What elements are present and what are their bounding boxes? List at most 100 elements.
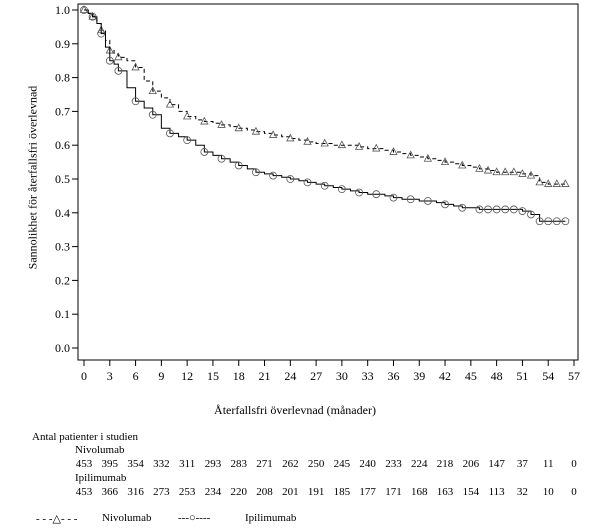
censor-marker-ipilimumab [200, 148, 209, 156]
censor-marker-ipilimumab [423, 197, 432, 205]
censor-marker-ipilimumab [561, 217, 570, 226]
x-tick-label-21: 21 [259, 369, 271, 383]
risk-cell: 224 [411, 458, 428, 470]
censor-marker-nivolumab [251, 126, 261, 135]
y-axis-label: Sannolikhet för återfallsfri överlevnad [25, 85, 40, 270]
censor-marker-nivolumab [475, 164, 484, 172]
risk-cell: 163 [436, 486, 454, 498]
censor-marker-nivolumab [337, 140, 347, 149]
censor-marker-ipilimumab [355, 188, 363, 197]
censor-marker-nivolumab [509, 167, 518, 176]
censor-marker-ipilimumab [88, 12, 97, 21]
censor-marker-nivolumab [217, 120, 226, 128]
risk-cell: 208 [256, 486, 273, 498]
risk-cell: 168 [411, 486, 428, 498]
legend-nivolumab-label: Nivolumab [102, 512, 152, 524]
x-tick-label-42: 42 [439, 369, 451, 383]
censor-marker-ipilimumab [475, 205, 484, 214]
censor-marker-ipilimumab [105, 56, 114, 65]
censor-marker-ipilimumab [518, 207, 527, 216]
y-tick-label-0.4: 0.4 [55, 206, 70, 220]
y-tick-label-0.1: 0.1 [55, 307, 70, 321]
risk-cell: 154 [462, 486, 480, 498]
risk-row-label-ipilimumab: Ipilimumab [75, 472, 127, 484]
risk-cell: 177 [359, 486, 376, 498]
censor-marker-ipilimumab [441, 200, 449, 209]
risk-cell: 0 [571, 486, 577, 498]
x-tick-label-18: 18 [233, 369, 245, 383]
risk-cell: 395 [101, 458, 119, 470]
risk-cell: 201 [282, 486, 299, 498]
censor-marker-ipilimumab [389, 193, 398, 202]
censor-marker-ipilimumab [97, 29, 106, 38]
censor-marker-ipilimumab [552, 217, 561, 226]
x-tick-label-12: 12 [181, 369, 193, 383]
censor-marker-ipilimumab [372, 190, 381, 199]
censor-marker-ipilimumab [492, 205, 501, 214]
censor-marker-nivolumab [535, 177, 544, 186]
risk-cell: 240 [359, 458, 376, 470]
censor-marker-nivolumab [79, 5, 89, 13]
risk-cell: 250 [307, 458, 325, 470]
x-tick-label-48: 48 [491, 369, 503, 383]
censor-marker-ipilimumab [80, 6, 88, 14]
censor-marker-nivolumab [182, 111, 192, 120]
x-tick-label-33: 33 [362, 369, 374, 383]
y-tick-label-1.0: 1.0 [55, 3, 70, 17]
censor-marker-ipilimumab [509, 205, 518, 214]
censor-marker-ipilimumab [217, 154, 226, 163]
y-tick-label-0.9: 0.9 [55, 37, 70, 51]
risk-table-title: Antal patienter i studien [32, 431, 138, 443]
censor-marker-nivolumab [286, 133, 295, 142]
censor-marker-ipilimumab [484, 205, 492, 214]
x-tick-label-54: 54 [542, 369, 554, 383]
risk-cell: 245 [333, 458, 351, 470]
censor-marker-nivolumab [88, 11, 97, 20]
risk-cell: 366 [101, 486, 119, 498]
risk-cell: 11 [542, 458, 554, 470]
x-tick-label-57: 57 [568, 369, 580, 383]
risk-cell: 262 [282, 458, 299, 470]
censor-marker-nivolumab [561, 179, 570, 187]
censor-marker-ipilimumab [303, 178, 312, 187]
censor-marker-ipilimumab [337, 185, 346, 194]
series-line-ipilimumab [84, 9, 566, 222]
censor-marker-nivolumab [200, 116, 209, 125]
censor-marker-ipilimumab [114, 66, 123, 75]
censor-marker-nivolumab [320, 138, 329, 147]
plot-frame [77, 3, 579, 361]
risk-row-nivolumab: 453 395 354 332 311 293 283 271 262 250 245 240 233 2… [0, 458, 590, 472]
risk-cell: 218 [436, 458, 454, 470]
x-tick-label-39: 39 [413, 369, 425, 383]
risk-cell: 311 [179, 458, 196, 470]
censor-marker-ipilimumab [535, 217, 544, 226]
x-tick-label-45: 45 [465, 369, 477, 383]
risk-cell: 234 [204, 486, 222, 498]
censor-marker-ipilimumab [234, 161, 243, 170]
censor-marker-nivolumab [458, 160, 467, 169]
censor-marker-ipilimumab [183, 136, 192, 145]
censor-marker-ipilimumab [527, 210, 535, 219]
series-line-nivolumab [84, 9, 566, 185]
risk-cell: 316 [127, 486, 144, 498]
censor-marker-ipilimumab [148, 110, 157, 119]
risk-cell: 10 [542, 486, 554, 498]
y-tick-label-0.5: 0.5 [55, 172, 70, 186]
censor-marker-ipilimumab [166, 129, 174, 138]
risk-cell: 37 [516, 458, 528, 470]
x-tick-label-27: 27 [310, 369, 322, 383]
censor-marker-nivolumab [165, 99, 175, 108]
censor-marker-ipilimumab [252, 168, 260, 177]
legend-ipilimumab-label: Ipilimumab [245, 512, 297, 524]
x-axis-label: Återfallsfri överlevnad (månader) [214, 403, 376, 417]
x-tick-label-3: 3 [107, 369, 113, 383]
censor-marker-nivolumab [372, 143, 381, 152]
censor-marker-nivolumab [440, 157, 450, 166]
y-tick-label-0.0: 0.0 [55, 341, 70, 355]
x-tick-label-15: 15 [207, 369, 219, 383]
censor-marker-nivolumab [148, 86, 157, 95]
censor-marker-nivolumab [131, 62, 140, 71]
risk-cell: 32 [516, 486, 528, 498]
